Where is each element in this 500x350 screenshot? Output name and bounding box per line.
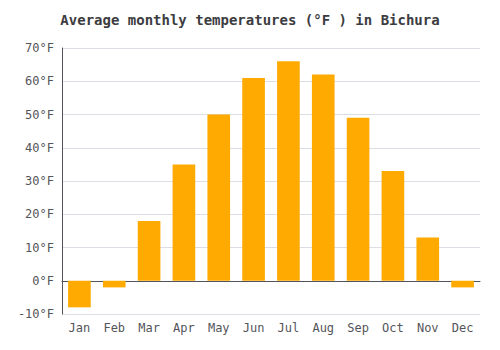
svg-text:Oct: Oct	[382, 321, 404, 335]
svg-text:Aug: Aug	[312, 321, 334, 335]
svg-text:40°F: 40°F	[25, 141, 54, 155]
svg-text:Dec: Dec	[452, 321, 474, 335]
svg-text:60°F: 60°F	[25, 74, 54, 88]
svg-text:50°F: 50°F	[25, 108, 54, 122]
svg-text:Sep: Sep	[347, 321, 369, 335]
svg-text:0°F: 0°F	[32, 274, 54, 288]
svg-text:Feb: Feb	[103, 321, 125, 335]
svg-text:Apr: Apr	[173, 321, 195, 335]
svg-text:20°F: 20°F	[25, 207, 54, 221]
svg-text:Mar: Mar	[138, 321, 160, 335]
svg-text:Jul: Jul	[278, 321, 300, 335]
svg-text:30°F: 30°F	[25, 174, 54, 188]
svg-text:Nov: Nov	[417, 321, 439, 335]
svg-text:10°F: 10°F	[25, 241, 54, 255]
svg-text:Jun: Jun	[243, 321, 265, 335]
svg-text:-10°F: -10°F	[18, 307, 54, 321]
svg-text:May: May	[208, 321, 230, 335]
svg-text:Average monthly temperatures (: Average monthly temperatures (°F ) in Bi…	[60, 12, 439, 28]
svg-text:Jan: Jan	[69, 321, 91, 335]
svg-text:70°F: 70°F	[25, 41, 54, 55]
